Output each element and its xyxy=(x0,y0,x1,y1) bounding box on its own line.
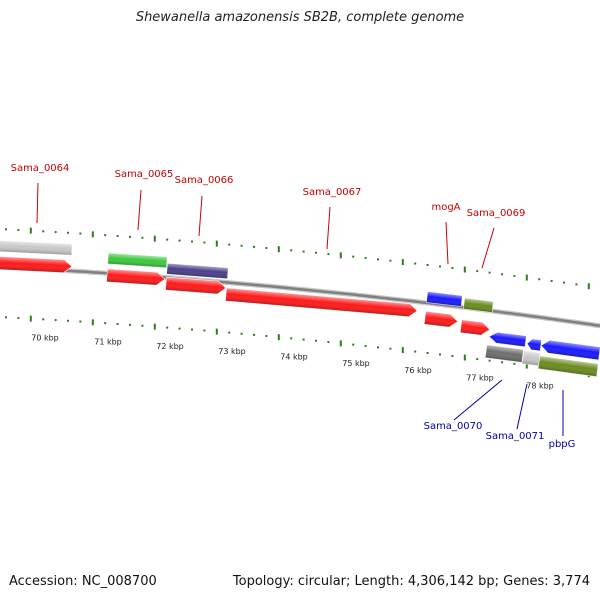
genome-stats-text: Topology: circular; Length: 4,306,142 bp… xyxy=(232,574,590,589)
reverse-gene-shade xyxy=(541,340,600,360)
reverse-gene-shade xyxy=(527,338,542,351)
forward-gene-shade xyxy=(463,297,494,313)
forward-gene-label: mogA xyxy=(431,202,460,213)
forward-gene xyxy=(0,256,73,273)
ruler-label: 77 kbp xyxy=(466,373,494,382)
reverse-gene-shade xyxy=(538,355,599,377)
backbone xyxy=(0,264,600,329)
reverse-gene xyxy=(521,350,542,367)
ruler-label: 70 kbp xyxy=(31,333,59,342)
reverse-gene xyxy=(537,355,599,377)
forward-gene-shade xyxy=(426,291,463,307)
forward-gene-shade xyxy=(424,311,458,328)
forward-gene xyxy=(459,319,491,336)
ruler-label: 76 kbp xyxy=(404,366,432,375)
backbone-line xyxy=(0,265,600,328)
forward-gene-shade xyxy=(106,268,165,286)
map-title: Shewanella amazonensis SB2B, complete ge… xyxy=(135,10,465,25)
reverse-gene xyxy=(484,344,524,363)
forward-gene xyxy=(225,287,418,317)
reverse-gene xyxy=(526,338,542,352)
gene-features xyxy=(0,240,600,377)
ruler-label: 72 kbp xyxy=(156,342,184,351)
forward-gene xyxy=(166,262,229,280)
reverse-leader xyxy=(453,379,503,421)
forward-gene-shade xyxy=(165,277,226,294)
ruler-label: 74 kbp xyxy=(280,353,308,362)
gene-labels: 70 kbp 71 kbp 72 kbp 73 kbp 74 kbp 75 kbp 76 k… xyxy=(11,163,576,450)
forward-leader xyxy=(445,221,449,265)
forward-leader xyxy=(198,195,203,237)
accession-text: Accession: NC_008700 xyxy=(9,574,157,589)
forward-gene xyxy=(423,310,459,328)
reverse-gene-label: Sama_0071 xyxy=(486,431,545,442)
forward-gene xyxy=(462,297,494,313)
reverse-gene-label: Sama_0070 xyxy=(424,421,483,432)
forward-gene-label: Sama_0066 xyxy=(175,175,234,186)
forward-gene-shade xyxy=(107,252,168,268)
forward-gene-label: Sama_0069 xyxy=(467,208,526,219)
ruler-label: 75 kbp xyxy=(342,359,370,368)
reverse-gene-shade xyxy=(489,332,527,347)
tick-marks xyxy=(5,227,590,378)
forward-gene-shade xyxy=(166,263,229,279)
forward-leader xyxy=(326,206,331,250)
forward-gene xyxy=(0,240,73,256)
forward-gene-label: Sama_0067 xyxy=(303,187,362,198)
ruler-label: 73 kbp xyxy=(218,347,246,356)
ruler-label: 78 kbp xyxy=(526,381,554,390)
forward-gene xyxy=(165,276,227,295)
reverse-gene-shade xyxy=(485,344,524,363)
reverse-leader xyxy=(516,383,528,430)
ruler-label: 71 kbp xyxy=(94,337,122,346)
forward-gene-label: Sama_0065 xyxy=(115,169,174,180)
forward-gene-shade xyxy=(460,319,490,336)
reverse-gene xyxy=(540,339,600,361)
reverse-gene-label: pbpG xyxy=(549,439,576,450)
forward-leader xyxy=(137,189,142,231)
reverse-gene-shade xyxy=(522,350,541,366)
forward-gene xyxy=(426,291,463,307)
forward-gene-label: Sama_0064 xyxy=(11,163,70,174)
reverse-gene xyxy=(488,331,527,348)
forward-gene xyxy=(106,268,166,286)
forward-gene-shade xyxy=(0,256,72,273)
forward-gene-shade xyxy=(225,287,418,317)
forward-leader xyxy=(36,182,39,224)
label-leaders xyxy=(36,182,564,436)
forward-leader xyxy=(481,227,495,269)
forward-gene-shade xyxy=(0,240,73,256)
forward-gene xyxy=(107,252,168,269)
